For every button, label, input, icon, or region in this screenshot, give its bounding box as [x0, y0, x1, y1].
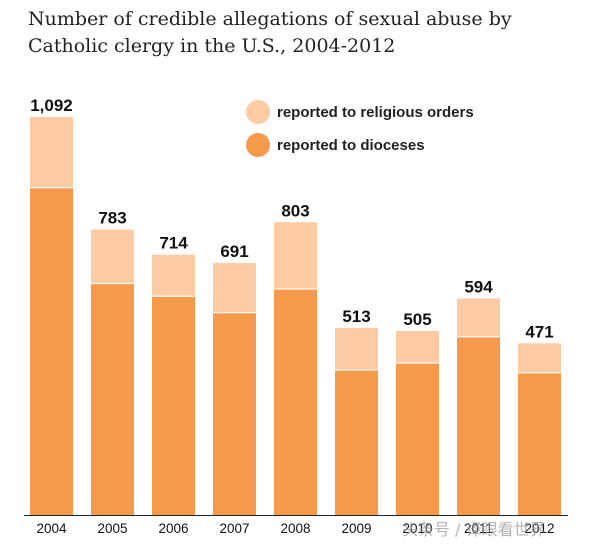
x-tick-label-2008: 2008	[280, 521, 310, 536]
bar-religious-orders-2006	[152, 254, 195, 297]
bar-religious-orders-2012	[518, 343, 561, 373]
chart-title-line-1: Number of credible allegations of sexual…	[28, 8, 512, 30]
watermark: 头条号 / 译眼看世界	[402, 520, 546, 539]
bar-religious-orders-2007	[213, 263, 256, 313]
bars-group	[30, 116, 561, 515]
bar-dioceses-2005	[91, 283, 134, 515]
bar-religious-orders-2008	[274, 222, 317, 289]
total-labels-group: 1,092 783 714 691 803 513 505 594 471	[30, 96, 553, 341]
total-label-2012: 471	[525, 322, 553, 341]
chart-title-line-2: Catholic clergy in the U.S., 2004-2012	[28, 35, 395, 57]
bar-dioceses-2007	[213, 312, 256, 515]
x-tick-label-2007: 2007	[219, 521, 249, 536]
total-label-2010: 505	[403, 310, 431, 329]
legend-label-dioceses: reported to dioceses	[277, 137, 425, 154]
x-tick-labels-group: 2004 2005 2006 2007 2008 2009 2010 2011 2012	[36, 521, 554, 536]
legend-label-religious-orders: reported to religious orders	[277, 104, 474, 121]
bar-religious-orders-2010	[396, 330, 439, 363]
legend-swatch-religious-orders	[246, 100, 270, 124]
legend-swatch-dioceses	[246, 133, 270, 157]
x-tick-label-2006: 2006	[158, 521, 188, 536]
total-label-2008: 803	[281, 201, 309, 220]
x-tick-label-2009: 2009	[341, 521, 371, 536]
bar-religious-orders-2004	[30, 116, 73, 188]
bar-dioceses-2010	[396, 362, 439, 515]
total-label-2011: 594	[464, 277, 493, 296]
bar-dioceses-2012	[518, 372, 561, 515]
bar-dioceses-2011	[457, 336, 500, 515]
bar-dioceses-2009	[335, 369, 378, 515]
x-tick-label-2010: 2010	[402, 521, 432, 536]
bar-religious-orders-2009	[335, 327, 378, 370]
total-label-2007: 691	[220, 242, 248, 261]
x-tick-label-2005: 2005	[97, 521, 127, 536]
legend: reported to religious orders reported to…	[246, 100, 474, 157]
bar-dioceses-2004	[30, 187, 73, 515]
x-tick-label-2004: 2004	[36, 521, 67, 536]
total-label-2006: 714	[159, 234, 188, 253]
bar-dioceses-2008	[274, 288, 317, 515]
bar-religious-orders-2011	[457, 298, 500, 337]
total-label-2009: 513	[342, 307, 370, 326]
x-tick-label-2012: 2012	[524, 521, 554, 536]
total-label-2005: 783	[98, 209, 126, 228]
x-tick-label-2011: 2011	[464, 521, 493, 536]
bar-dioceses-2006	[152, 296, 195, 515]
bar-religious-orders-2005	[91, 229, 134, 284]
total-label-2004: 1,092	[30, 96, 73, 115]
